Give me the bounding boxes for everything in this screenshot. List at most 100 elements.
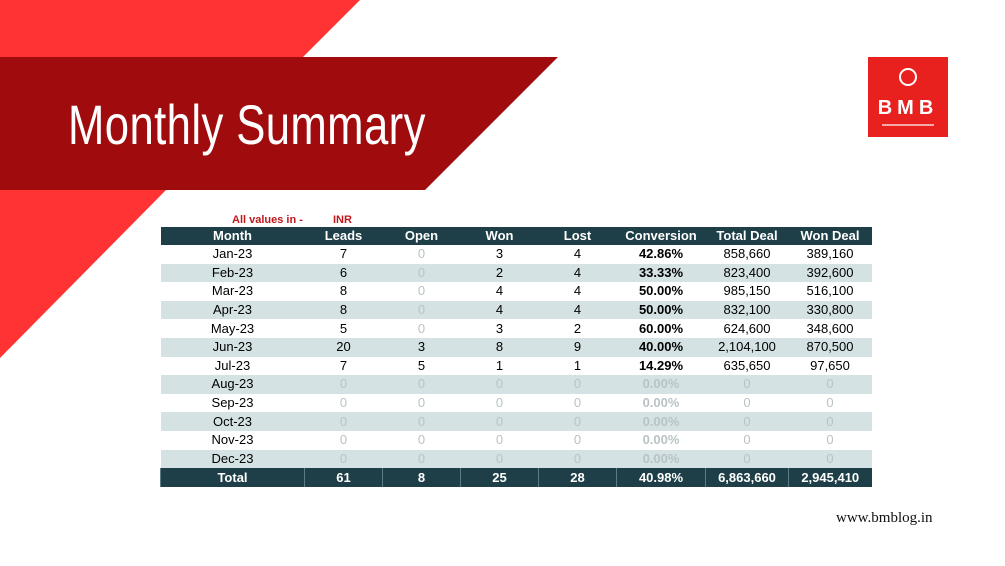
table-cell: 8 [460, 337, 539, 357]
table-cell: 0 [788, 449, 872, 469]
column-header: Total Deal [705, 227, 789, 245]
table-cell: 97,650 [810, 357, 850, 373]
table-cell: 7 [339, 246, 348, 262]
table-cell: 823,400 [705, 263, 789, 283]
table-cell: May-23 [210, 320, 255, 336]
table-cell: 0 [382, 375, 461, 394]
table-cell: Jul-23 [214, 357, 251, 373]
table-cell: 14.29% [638, 357, 684, 373]
table-cell: 7 [339, 357, 348, 373]
table-cell: 0.00% [616, 412, 706, 431]
table-cell: 4 [573, 246, 582, 262]
column-header: Conversion [616, 227, 706, 245]
table-cell: 8 [304, 300, 383, 320]
table-cell: 50.00% [616, 300, 706, 320]
table-cell: 0 [743, 432, 751, 448]
table-cell: 0.00% [616, 449, 706, 469]
table-cell: 0 [460, 449, 539, 469]
table-cell: 0 [573, 432, 582, 448]
table-cell: 348,600 [806, 320, 854, 336]
table-cell: 389,160 [806, 246, 854, 262]
total-cell: 25 [460, 468, 539, 488]
table-cell: 4 [460, 300, 539, 320]
table-cell: Feb-23 [160, 263, 305, 283]
table-cell: 0 [826, 432, 834, 448]
table-cell: Sep-23 [211, 395, 254, 411]
total-cell: 2,945,410 [788, 468, 872, 488]
table-cell: 858,660 [723, 246, 771, 262]
column-header: Won [460, 227, 539, 245]
title: Monthly Summary [68, 93, 426, 156]
table-cell: 9 [538, 337, 617, 357]
table-cell: 832,100 [705, 300, 789, 320]
table-cell: 0 [382, 263, 461, 283]
table-cell: 0 [705, 375, 789, 394]
column-header: Lost [538, 227, 617, 245]
table-cell: 4 [538, 300, 617, 320]
table-row: Jan-23 7 0 3 4 42.86% 858,660 389,160 [161, 245, 872, 264]
table-cell: Nov-23 [211, 432, 254, 448]
column-header: Month [160, 227, 305, 245]
table-row: Mar-23 8 0 4 4 50.00% 985,150 516,100 [161, 282, 872, 301]
table-cell: 985,150 [723, 283, 771, 299]
table-cell: 392,600 [788, 263, 872, 283]
table-cell: 0 [304, 412, 383, 431]
table-cell: 3 [495, 246, 504, 262]
table-cell: 2,104,100 [705, 337, 789, 357]
table-cell: 0 [826, 395, 834, 411]
table-cell: 0 [573, 395, 582, 411]
table-cell: 0 [705, 412, 789, 431]
table-cell: 33.33% [616, 263, 706, 283]
table-cell: 4 [495, 283, 504, 299]
table-cell: 0.00% [616, 375, 706, 394]
table-cell: 0 [382, 449, 461, 469]
table-cell: Aug-23 [160, 375, 305, 394]
table-cell: 635,650 [723, 357, 771, 373]
table-cell: 42.86% [638, 246, 684, 262]
table-row: Apr-23 8 0 4 4 50.00% 832,100 330,800 [160, 300, 872, 320]
table-cell: 0 [304, 375, 383, 394]
table-cell: 0 [417, 395, 426, 411]
table-row: Sep-23 0 0 0 0 0.00% 0 0 [161, 394, 872, 413]
table-cell: 0 [460, 375, 539, 394]
table-cell: 0 [339, 395, 348, 411]
table-cell: 5 [339, 320, 348, 336]
table-row: Dec-23 0 0 0 0 0.00% 0 0 [160, 449, 872, 469]
total-cell: 6,863,660 [705, 468, 789, 488]
table-cell: 0 [495, 395, 504, 411]
table-cell: 0 [417, 432, 426, 448]
table-row: Aug-23 0 0 0 0 0.00% 0 0 [160, 375, 872, 394]
logo: BMB [868, 57, 948, 137]
table-cell: 3 [382, 337, 461, 357]
table-cell: 0 [417, 320, 426, 336]
table-cell: 4 [538, 263, 617, 283]
table-cell: 330,800 [788, 300, 872, 320]
table-row: Nov-23 0 0 0 0 0.00% 0 0 [161, 431, 872, 450]
note-label: All values in - [232, 214, 303, 226]
table-cell: 0 [788, 375, 872, 394]
table-cell: 516,100 [806, 283, 854, 299]
table-cell: 0 [788, 412, 872, 431]
table-cell: 2 [573, 320, 582, 336]
table-cell: 0 [417, 246, 426, 262]
table-cell: 0 [538, 412, 617, 431]
table-cell: 2 [460, 263, 539, 283]
table-cell: 624,600 [723, 320, 771, 336]
table-row: Oct-23 0 0 0 0 0.00% 0 0 [160, 412, 872, 431]
table-cell: 60.00% [638, 320, 684, 336]
logo-text: BMB [877, 97, 939, 119]
column-header: Won Deal [788, 227, 872, 245]
summary-table: Month Leads Open Won Lost Conversion Total Dea… [160, 227, 872, 488]
table-cell: 0 [705, 449, 789, 469]
table-cell: 8 [339, 283, 348, 299]
table-cell: 0.00% [642, 432, 680, 448]
total-cell: 28 [538, 468, 617, 488]
table-cell: 6 [304, 263, 383, 283]
total-cell: 40.98% [616, 468, 706, 488]
table-cell: 0 [382, 300, 461, 320]
table-cell: 0 [382, 412, 461, 431]
table-cell: 5 [417, 357, 426, 373]
table-cell: 0 [538, 375, 617, 394]
table-cell: 870,500 [788, 337, 872, 357]
